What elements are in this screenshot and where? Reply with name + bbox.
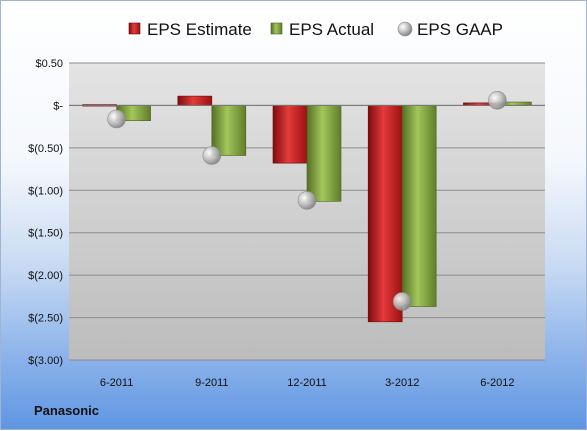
x-axis-tick-labels: 6-2011 9-2011 12-2011 3-2012 6-2012: [100, 377, 515, 389]
legend-entry: EPS Estimate: [147, 20, 252, 39]
x-tick-label: 6-2012: [480, 377, 514, 389]
x-tick-label: 9-2011: [195, 377, 228, 389]
point-eps-gaap-6-2011: [107, 109, 126, 129]
y-axis-tick-labels: $0.50 $- $(0.50) $(1.00) $(1.50) $(2.00) $(2.5…: [28, 58, 63, 367]
y-tick-label: $0.50: [35, 58, 63, 70]
y-tick-label: $-: [53, 100, 63, 112]
point-eps-gaap-12-2011: [297, 191, 317, 210]
bar-eps-actual-12-2011: [306, 105, 342, 202]
gaap-points: [107, 91, 507, 311]
y-tick-label: $(2.00): [28, 270, 63, 282]
x-tick-label: 6-2011: [100, 377, 133, 389]
bar-eps-actual-3-2012: [401, 105, 437, 307]
legend-swatch: [397, 21, 413, 37]
point-eps-gaap-3-2012: [392, 292, 412, 311]
bar-eps-estimate-9-2011: [177, 95, 213, 106]
x-tick-label: 3-2012: [385, 377, 419, 389]
legend-entry: EPS Actual: [289, 20, 374, 39]
y-tick-label: $(1.50): [28, 228, 63, 240]
y-tick-label: $(1.00): [28, 185, 63, 197]
y-tick-label: $(2.50): [28, 313, 63, 325]
company-label: Panasonic: [34, 403, 99, 418]
bar-eps-actual-9-2011: [211, 105, 247, 156]
point-eps-gaap-6-2012: [488, 91, 507, 110]
point-eps-gaap-9-2011: [202, 146, 222, 165]
bar-eps-estimate-12-2011: [272, 105, 308, 164]
legend-entry: EPS GAAP: [417, 20, 503, 39]
y-tick-label: $(0.50): [28, 143, 63, 155]
legend-swatch: [128, 22, 141, 35]
y-tick-label: $(3.00): [28, 355, 63, 367]
x-tick-label: 12-2011: [287, 377, 327, 389]
bar-eps-estimate-3-2012: [367, 105, 403, 323]
legend-swatch: [270, 22, 283, 35]
legend: EPS Estimate EPS Actual EPS GAAP: [128, 20, 503, 39]
